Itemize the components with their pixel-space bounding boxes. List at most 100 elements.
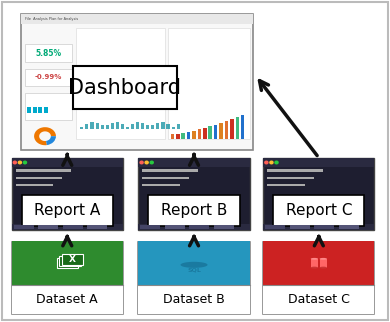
Bar xyxy=(116,122,119,129)
Bar xyxy=(136,122,139,129)
Bar xyxy=(12,285,123,314)
Polygon shape xyxy=(181,251,207,265)
Bar xyxy=(167,124,170,129)
Bar xyxy=(214,225,234,229)
Text: -0.99%: -0.99% xyxy=(34,74,62,80)
Bar xyxy=(73,66,177,109)
Bar xyxy=(126,127,129,129)
Bar xyxy=(21,14,253,150)
Ellipse shape xyxy=(319,258,327,260)
Bar xyxy=(165,225,185,229)
Bar xyxy=(25,93,72,120)
Bar xyxy=(138,158,250,167)
Bar xyxy=(16,169,71,172)
Bar xyxy=(267,176,314,179)
Circle shape xyxy=(265,161,268,164)
Circle shape xyxy=(275,161,278,164)
Circle shape xyxy=(13,161,16,164)
Bar xyxy=(101,125,104,129)
Bar xyxy=(273,195,364,226)
Bar xyxy=(16,184,53,186)
Bar xyxy=(203,128,207,139)
Bar xyxy=(16,176,62,179)
Text: Report C: Report C xyxy=(285,203,352,218)
Bar xyxy=(314,225,334,229)
Circle shape xyxy=(270,161,273,164)
Bar xyxy=(62,225,83,229)
Wedge shape xyxy=(34,127,56,145)
Text: Dataset A: Dataset A xyxy=(36,293,98,306)
Bar xyxy=(38,225,58,229)
Bar xyxy=(265,225,285,229)
Bar xyxy=(263,224,374,230)
Text: X: X xyxy=(69,255,76,264)
Bar xyxy=(12,242,123,314)
Bar xyxy=(14,225,34,229)
Bar xyxy=(33,108,37,113)
Circle shape xyxy=(145,161,148,164)
Bar xyxy=(80,127,83,129)
Circle shape xyxy=(23,161,27,164)
Bar xyxy=(96,123,99,129)
Bar xyxy=(25,69,72,86)
Bar xyxy=(219,123,223,139)
Bar xyxy=(156,123,160,129)
Bar xyxy=(225,121,228,139)
Ellipse shape xyxy=(181,262,207,268)
Bar xyxy=(111,123,114,129)
Bar xyxy=(176,134,179,139)
Bar xyxy=(27,108,31,113)
Bar xyxy=(263,242,374,314)
Bar xyxy=(59,256,81,267)
Bar xyxy=(209,127,212,139)
Bar xyxy=(263,242,374,285)
Circle shape xyxy=(18,161,21,164)
Bar xyxy=(142,169,198,172)
Bar xyxy=(87,225,107,229)
Text: SQL: SQL xyxy=(187,268,201,272)
Bar xyxy=(121,124,124,129)
Bar xyxy=(267,184,305,186)
Bar xyxy=(38,108,42,113)
Text: 5.85%: 5.85% xyxy=(35,49,61,58)
Text: Dataset B: Dataset B xyxy=(163,293,225,306)
Bar xyxy=(236,117,239,139)
Bar xyxy=(146,125,149,129)
Bar xyxy=(131,124,134,129)
Bar xyxy=(62,254,83,265)
Bar xyxy=(192,131,196,139)
Bar xyxy=(138,224,250,230)
Bar xyxy=(138,242,250,314)
Bar xyxy=(12,158,123,230)
Bar xyxy=(106,125,109,129)
Bar xyxy=(151,125,154,129)
Text: Report B: Report B xyxy=(161,203,227,218)
Bar xyxy=(161,122,165,129)
Bar xyxy=(44,108,48,113)
Bar xyxy=(57,258,78,269)
Bar xyxy=(290,225,310,229)
Bar xyxy=(168,28,250,139)
Bar xyxy=(22,195,113,226)
Bar xyxy=(311,259,318,268)
Bar xyxy=(214,125,217,139)
Text: Dashboard: Dashboard xyxy=(68,78,181,98)
Bar xyxy=(85,124,89,129)
Bar xyxy=(263,158,374,230)
Bar xyxy=(138,158,250,230)
Bar xyxy=(189,225,209,229)
Bar xyxy=(142,184,180,186)
Bar xyxy=(319,259,327,268)
Text: File  Analysis Plan for Analysis: File Analysis Plan for Analysis xyxy=(25,17,79,21)
Bar xyxy=(140,225,160,229)
Bar xyxy=(141,123,144,129)
Bar xyxy=(25,44,72,62)
Bar xyxy=(267,169,323,172)
Bar xyxy=(149,195,239,226)
Wedge shape xyxy=(46,136,56,145)
Bar xyxy=(339,225,358,229)
Bar xyxy=(230,119,234,139)
Bar xyxy=(177,124,180,129)
Bar xyxy=(171,134,174,139)
Bar xyxy=(187,132,190,139)
